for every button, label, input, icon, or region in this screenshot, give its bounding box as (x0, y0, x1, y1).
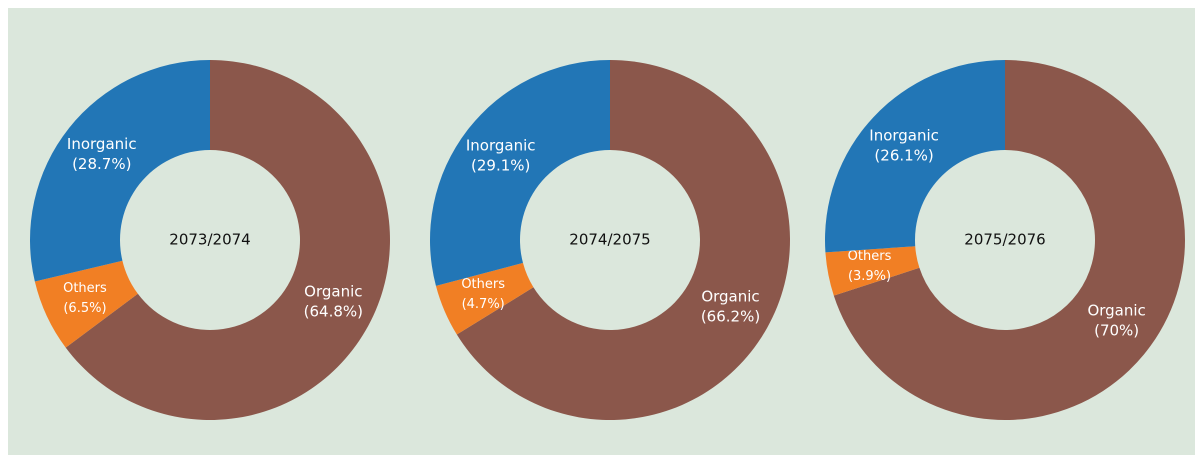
slice-value-label: (29.1%) (471, 156, 530, 174)
donut-slice (429, 60, 610, 286)
donut-slice (30, 60, 211, 282)
slice-value-label: (26.1%) (874, 146, 933, 164)
slice-value-label: (28.7%) (72, 155, 131, 173)
donut-slice (456, 60, 791, 420)
slice-value-label: (64.8%) (304, 302, 363, 320)
slice-label: Inorganic (466, 136, 536, 154)
donut-slice (435, 262, 534, 335)
slice-value-label: (6.5%) (63, 301, 106, 316)
slice-value-label: (66.2%) (701, 308, 760, 326)
donut-slice (34, 260, 138, 348)
slice-label: Others (848, 249, 892, 264)
slice-label: Organic (304, 282, 362, 300)
slice-value-label: (70%) (1094, 322, 1139, 340)
donut-slice (825, 246, 920, 296)
slice-label: Inorganic (869, 126, 939, 144)
donut-slice (833, 60, 1185, 421)
slice-value-label: (3.9%) (848, 269, 891, 284)
slice-label: Inorganic (67, 135, 137, 153)
donut-slice (825, 60, 1005, 253)
slice-value-label: (4.7%) (462, 297, 505, 312)
donut-center-title: 2075/2076 (964, 231, 1045, 249)
donut-center-title: 2074/2075 (569, 231, 650, 249)
slice-label: Organic (1087, 302, 1145, 320)
slice-label: Others (461, 277, 505, 292)
donut-center-title: 2073/2074 (169, 231, 250, 249)
donut-slice (65, 60, 391, 420)
slice-label: Organic (701, 288, 759, 306)
slice-label: Others (63, 281, 107, 296)
